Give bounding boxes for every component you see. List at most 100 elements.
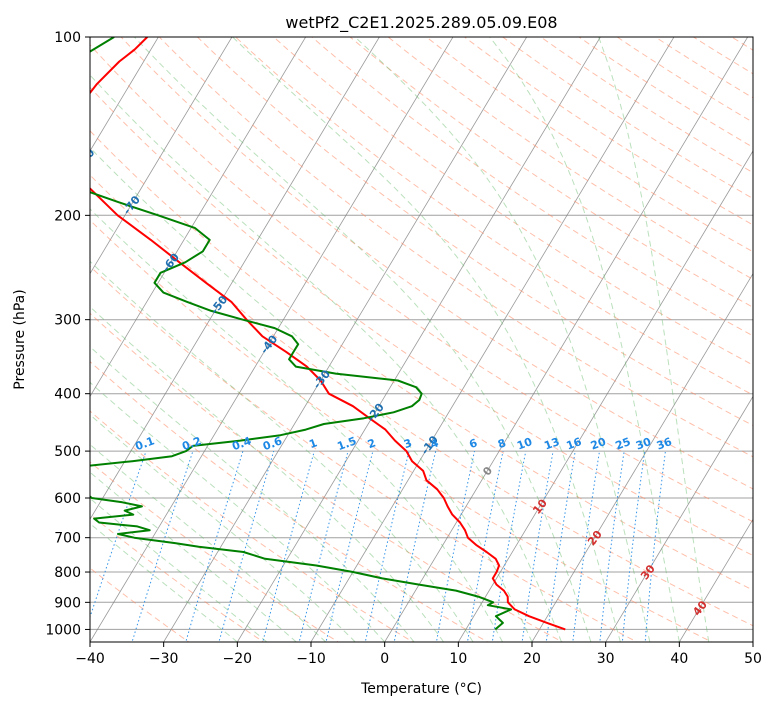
mixing-ratio-line <box>621 451 646 642</box>
x-tick-label: 30 <box>597 651 615 667</box>
reference-line-labels: -100-90-80-70-60-50-40-30-20-10010203040… <box>0 47 710 618</box>
isotherm-line <box>90 37 307 398</box>
dry-adiabat-line <box>196 37 753 427</box>
isotherm-label: -20 <box>364 401 387 425</box>
isotherm-label-warm: 30 <box>638 562 658 582</box>
y-tick-label: 700 <box>54 531 81 547</box>
mixing-ratio-line <box>262 450 315 642</box>
isotherm-line <box>457 150 753 642</box>
dry-adiabat-line <box>501 37 753 200</box>
x-tick-label: 40 <box>670 651 688 667</box>
isotherm-label-warm: 20 <box>585 528 605 548</box>
moist-adiabat-line <box>354 37 651 642</box>
isotherm-label: -30 <box>311 367 334 391</box>
plot-frame <box>89 36 754 643</box>
mixing-ratio-line <box>325 450 374 642</box>
mixing-ratio-label: 16 <box>565 435 584 453</box>
mixing-ratio-label: 1 <box>307 436 319 451</box>
x-tick-label: 0 <box>380 651 389 667</box>
mixing-ratio-label: 13 <box>542 435 561 452</box>
isotherm-line <box>90 37 380 521</box>
moist-adiabat-line <box>90 208 503 642</box>
mixing-ratio-label: 10 <box>515 435 534 453</box>
dry-adiabat-line <box>90 513 265 642</box>
isotherm-label-warm: 40 <box>690 598 710 618</box>
moist-adiabat-line <box>598 37 710 642</box>
y-axis: 100 200 300 400 500 600 700 800 900 1000 <box>45 30 90 638</box>
dry-adiabat-line <box>692 37 753 75</box>
isotherm-label: -80 <box>75 146 98 170</box>
mixing-ratio-label: 2 <box>366 436 378 451</box>
x-axis-title: Temperature (°C) <box>360 681 482 697</box>
isotherm-line <box>605 395 753 642</box>
dry-adiabat-line <box>616 37 753 123</box>
dry-adiabat-line <box>90 174 753 627</box>
mixing-ratio-label: 25 <box>614 435 633 452</box>
dry-adiabat-line <box>234 37 753 396</box>
mixing-ratio-line <box>466 450 504 642</box>
dry-adiabat-line <box>90 86 753 557</box>
isotherm-label: -100 <box>0 47 11 77</box>
mixing-ratio-line <box>545 451 576 642</box>
isotherm-label-warm: 10 <box>530 496 550 516</box>
x-tick-label: 50 <box>744 651 762 667</box>
isotherm-label: -50 <box>208 293 231 317</box>
isotherm-line <box>90 37 454 642</box>
isotherm-line <box>678 518 753 642</box>
mixing-ratio-label: 0.4 <box>230 434 253 453</box>
y-tick-label: 400 <box>54 387 81 403</box>
moist-adiabat-line <box>90 346 415 642</box>
x-tick-label: 20 <box>523 651 541 667</box>
isotherm-line <box>163 37 528 642</box>
dry-adiabat-line <box>349 37 753 308</box>
dry-adiabat-line <box>539 37 753 174</box>
mixing-ratio-label: 20 <box>589 435 608 453</box>
moist-adiabat-line <box>134 37 592 642</box>
moist-adiabat-line <box>90 414 356 642</box>
mixing-ratio-line <box>218 450 275 642</box>
mixing-ratio-label: 8 <box>496 436 508 451</box>
x-tick-label: −20 <box>223 651 253 667</box>
mixing-ratio-label: 1.5 <box>336 434 359 453</box>
isotherm-line <box>90 37 233 275</box>
isotherm-line <box>752 641 753 642</box>
dry-adiabat-line <box>654 37 753 99</box>
mixing-ratio-line <box>298 450 349 642</box>
x-axis: −40 −30 −20 −10 0 10 20 30 40 50 <box>75 642 762 667</box>
dry-adiabat-line <box>90 265 639 642</box>
mixing-ratio-line <box>393 450 437 642</box>
x-tick-label: 10 <box>449 651 467 667</box>
mixing-ratio-line <box>90 450 147 619</box>
dry-adiabat-line <box>272 37 753 366</box>
isotherm-label: -90 <box>33 93 56 117</box>
y-tick-label: 100 <box>54 30 81 46</box>
mixing-ratio-label: 4 <box>429 436 441 451</box>
mixing-ratio-line <box>435 450 475 642</box>
dry-adiabat-line <box>90 567 190 642</box>
x-tick-label: −10 <box>296 651 326 667</box>
moist-adiabat-line <box>90 381 386 642</box>
dry-adiabat-line <box>90 360 489 642</box>
background-lines <box>90 37 753 642</box>
moist-adiabat-line <box>232 37 621 642</box>
dry-adiabat-line <box>730 37 753 51</box>
dry-adiabat-line <box>387 37 753 280</box>
moist-adiabat-line <box>489 37 680 642</box>
dry-adiabat-line <box>90 44 753 523</box>
mixing-ratio-label: 36 <box>655 435 674 453</box>
moist-adiabat-line <box>90 74 562 642</box>
mixing-ratio-label: 3 <box>402 436 414 451</box>
temperature-profile-line <box>90 37 566 631</box>
dry-adiabat-line <box>425 37 753 253</box>
mixing-ratio-line <box>185 450 244 642</box>
mixing-ratio-line <box>364 450 410 642</box>
y-tick-label: 900 <box>54 595 81 611</box>
dry-adiabat-line <box>90 410 414 642</box>
isotherm-line <box>90 37 159 152</box>
mixing-ratio-label: 6 <box>467 436 479 451</box>
moist-adiabat-line <box>90 471 297 642</box>
dry-adiabat-line <box>463 37 753 226</box>
isotherm-line <box>310 37 675 642</box>
x-tick-label: −30 <box>149 651 179 667</box>
